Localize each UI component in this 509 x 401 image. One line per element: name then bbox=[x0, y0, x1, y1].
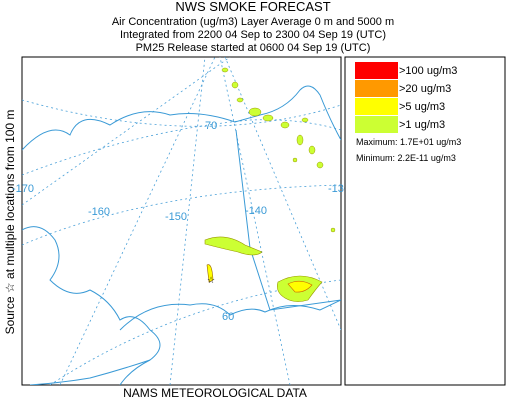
title: NWS SMOKE FORECAST bbox=[175, 0, 330, 14]
map-label: 60 bbox=[222, 311, 234, 323]
legend-label: >5 ug/m3 bbox=[399, 101, 445, 113]
subtitle: Integrated from 2200 04 Sep to 2300 04 S… bbox=[120, 29, 386, 41]
coastline bbox=[119, 299, 341, 331]
map-label: -150 bbox=[165, 211, 187, 223]
source-marker: ☆ bbox=[207, 275, 215, 285]
smoke-patches bbox=[221, 67, 336, 233]
legend-swatch bbox=[355, 80, 398, 97]
map-label: -160 bbox=[88, 206, 110, 218]
subtitle: PM25 Release started at 0600 04 Sep 19 (… bbox=[136, 42, 371, 54]
side-label: Source ☆ at multiple locations from 100 … bbox=[3, 110, 17, 335]
graticule bbox=[22, 99, 341, 127]
border bbox=[235, 129, 341, 311]
legend-swatch bbox=[355, 98, 398, 115]
smoke-plume bbox=[204, 236, 263, 256]
coastline bbox=[22, 85, 341, 151]
legend-label: >100 ug/m3 bbox=[399, 65, 457, 77]
footer: NAMS METEOROLOGICAL DATA bbox=[123, 386, 307, 400]
legend-swatch bbox=[355, 62, 398, 79]
map: ☆ -170 -160 -150 -140 -130 70 60 bbox=[12, 56, 350, 386]
legend-maximum: Maximum: 1.7E+01 ug/m3 bbox=[356, 137, 461, 147]
graticule bbox=[219, 57, 291, 385]
legend-label: >1 ug/m3 bbox=[399, 119, 445, 131]
legend: Maximum: 1.7E+01 ug/m3 Minimum: 2.2E-11 … bbox=[344, 56, 506, 386]
graticule bbox=[59, 57, 216, 385]
legend-minimum: Minimum: 2.2E-11 ug/m3 bbox=[356, 153, 456, 163]
legend-label: >20 ug/m3 bbox=[399, 83, 451, 95]
graticule bbox=[22, 184, 341, 246]
map-label: 70 bbox=[205, 120, 217, 132]
subtitle: Air Concentration (ug/m3) Layer Average … bbox=[112, 16, 394, 28]
coastline bbox=[22, 226, 161, 385]
smoke-plume bbox=[287, 280, 313, 293]
legend-swatch bbox=[355, 116, 398, 133]
smoke-plume bbox=[206, 264, 214, 283]
map-frame bbox=[21, 56, 342, 386]
graticule bbox=[22, 119, 341, 176]
coastline bbox=[29, 359, 151, 385]
map-label: -140 bbox=[245, 205, 267, 217]
map-label: -170 bbox=[12, 183, 34, 195]
